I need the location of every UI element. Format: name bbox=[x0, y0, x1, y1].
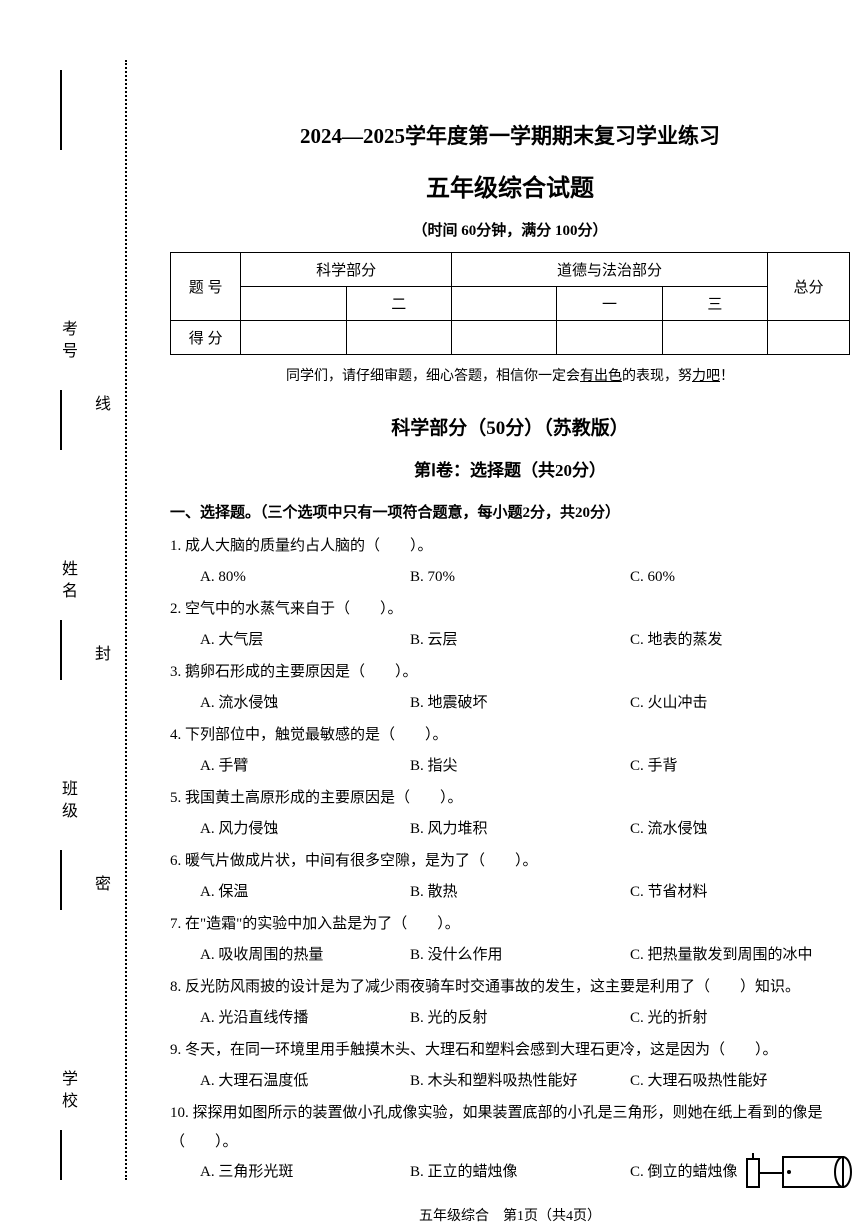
candle-device-icon bbox=[745, 1153, 855, 1191]
dash bbox=[60, 620, 64, 680]
cell: 三 bbox=[662, 287, 767, 321]
time-info: （时间 60分钟，满分 100分） bbox=[170, 219, 850, 240]
dash bbox=[60, 1130, 64, 1180]
q9-opts: A. 大理石温度低 B. 木头和塑料吸热性能好 C. 大理石吸热性能好 bbox=[170, 1067, 850, 1096]
q10-opts: A. 三角形光斑 B. 正立的蜡烛像 C. 倒立的蜡烛像 bbox=[170, 1158, 850, 1187]
q7-opts: A. 吸收周围的热量 B. 没什么作用 C. 把热量散发到周围的冰中 bbox=[170, 941, 850, 970]
opt: C. 节省材料 bbox=[630, 878, 850, 907]
cell: 得 分 bbox=[171, 321, 241, 355]
opt: C. 地表的蒸发 bbox=[630, 626, 850, 655]
encourage-text: 同学们，请仔细审题，细心答题，相信你一定会有出色的表现，努力吧！ bbox=[170, 365, 850, 385]
cell bbox=[662, 321, 767, 355]
opt: B. 指尖 bbox=[410, 752, 630, 781]
opt: B. 没什么作用 bbox=[410, 941, 630, 970]
page-footer: 五年级综合 第1页（共4页） bbox=[170, 1205, 850, 1225]
q7-stem: 7. 在"造霜"的实验中加入盐是为了（ ）。 bbox=[170, 910, 850, 939]
cell bbox=[346, 321, 451, 355]
opt: B. 风力堆积 bbox=[410, 815, 630, 844]
q1-opts: A. 80% B. 70% C. 60% bbox=[170, 563, 850, 592]
seal-feng: 封 bbox=[95, 640, 111, 664]
cell: 二 bbox=[346, 287, 451, 321]
table-row: 题 号 科学部分 道德与法治部分 总分 bbox=[171, 253, 850, 287]
q2-stem: 2. 空气中的水蒸气来自于（ ）。 bbox=[170, 595, 850, 624]
score-table: 题 号 科学部分 道德与法治部分 总分 二 一 三 得 分 bbox=[170, 252, 850, 355]
cell bbox=[451, 321, 556, 355]
cell: 一 bbox=[557, 287, 662, 321]
main-title: 2024—2025学年度第一学期期末复习学业练习 bbox=[170, 120, 850, 150]
section-title: 科学部分（50分）（苏教版） bbox=[170, 413, 850, 440]
dash bbox=[60, 390, 64, 450]
q8-stem: 8. 反光防风雨披的设计是为了减少雨夜骑车时交通事故的发生，这主要是利用了（ ）… bbox=[170, 973, 850, 1002]
q6-opts: A. 保温 B. 散热 C. 节省材料 bbox=[170, 878, 850, 907]
opt: C. 火山冲击 bbox=[630, 689, 850, 718]
opt: B. 云层 bbox=[410, 626, 630, 655]
text: ！ bbox=[720, 369, 734, 384]
opt: B. 正立的蜡烛像 bbox=[410, 1158, 630, 1187]
opt: C. 大理石吸热性能好 bbox=[630, 1067, 850, 1096]
cell: 道德与法治部分 bbox=[451, 253, 767, 287]
table-row: 二 一 三 bbox=[171, 287, 850, 321]
cell bbox=[768, 321, 850, 355]
opt: B. 地震破坏 bbox=[410, 689, 630, 718]
text: 同学们，请仔细审题，细心答题，相信你一定会 bbox=[286, 369, 580, 384]
opt: A. 大气层 bbox=[200, 626, 410, 655]
label-class: 班级 bbox=[55, 780, 79, 824]
opt: C. 光的折射 bbox=[630, 1004, 850, 1033]
opt: A. 保温 bbox=[200, 878, 410, 907]
opt: C. 把热量散发到周围的冰中 bbox=[630, 941, 850, 970]
sub-title: 五年级综合试题 bbox=[170, 168, 850, 203]
dash bbox=[60, 850, 64, 910]
opt: A. 三角形光斑 bbox=[200, 1158, 410, 1187]
opt: B. 散热 bbox=[410, 878, 630, 907]
q10-stem: 10. 探探用如图所示的装置做小孔成像实验，如果装置底部的小孔是三角形，则她在纸… bbox=[170, 1099, 850, 1156]
cell: 题 号 bbox=[171, 253, 241, 321]
text: 有出色 bbox=[580, 369, 622, 384]
opt: B. 光的反射 bbox=[410, 1004, 630, 1033]
opt: C. 60% bbox=[630, 563, 850, 592]
opt: A. 大理石温度低 bbox=[200, 1067, 410, 1096]
dash bbox=[60, 70, 64, 150]
question-group-head: 一、选择题。（三个选项中只有一项符合题意，每小题2分，共20分） bbox=[170, 501, 850, 522]
juan-title: 第Ⅰ卷：选择题（共20分） bbox=[170, 456, 850, 481]
q3-stem: 3. 鹅卵石形成的主要原因是（ ）。 bbox=[170, 658, 850, 687]
label-name: 姓名 bbox=[55, 560, 79, 604]
opt: A. 光沿直线传播 bbox=[200, 1004, 410, 1033]
cell bbox=[451, 287, 556, 321]
seal-xian: 线 bbox=[95, 390, 111, 414]
q8-opts: A. 光沿直线传播 B. 光的反射 C. 光的折射 bbox=[170, 1004, 850, 1033]
opt: A. 手臂 bbox=[200, 752, 410, 781]
opt: A. 吸收周围的热量 bbox=[200, 941, 410, 970]
opt: A. 80% bbox=[200, 563, 410, 592]
cell: 科学部分 bbox=[241, 253, 452, 287]
opt: B. 70% bbox=[410, 563, 630, 592]
dotted-line bbox=[125, 60, 127, 1180]
text: 力吧 bbox=[692, 369, 720, 384]
label-school: 学校 bbox=[55, 1070, 79, 1114]
opt: C. 手背 bbox=[630, 752, 850, 781]
binding-edge: 考号 姓名 班级 学校 密 封 线 bbox=[55, 60, 145, 1180]
opt: A. 风力侵蚀 bbox=[200, 815, 410, 844]
cell bbox=[241, 287, 346, 321]
opt: B. 木头和塑料吸热性能好 bbox=[410, 1067, 630, 1096]
q5-opts: A. 风力侵蚀 B. 风力堆积 C. 流水侵蚀 bbox=[170, 815, 850, 844]
q1-stem: 1. 成人大脑的质量约占人脑的（ ）。 bbox=[170, 532, 850, 561]
q4-stem: 4. 下列部位中，触觉最敏感的是（ ）。 bbox=[170, 721, 850, 750]
q5-stem: 5. 我国黄土高原形成的主要原因是（ ）。 bbox=[170, 784, 850, 813]
cell bbox=[241, 321, 346, 355]
q9-stem: 9. 冬天，在同一环境里用手触摸木头、大理石和塑料会感到大理石更冷，这是因为（ … bbox=[170, 1036, 850, 1065]
text: 的表现，努 bbox=[622, 369, 692, 384]
q6-stem: 6. 暖气片做成片状，中间有很多空隙，是为了（ ）。 bbox=[170, 847, 850, 876]
label-num: 考号 bbox=[55, 320, 79, 364]
q2-opts: A. 大气层 B. 云层 C. 地表的蒸发 bbox=[170, 626, 850, 655]
cell bbox=[557, 321, 662, 355]
seal-mi: 密 bbox=[95, 870, 111, 894]
cell: 总分 bbox=[768, 253, 850, 321]
q3-opts: A. 流水侵蚀 B. 地震破坏 C. 火山冲击 bbox=[170, 689, 850, 718]
opt: A. 流水侵蚀 bbox=[200, 689, 410, 718]
page-content: 2024—2025学年度第一学期期末复习学业练习 五年级综合试题 （时间 60分… bbox=[170, 120, 850, 1225]
table-row: 得 分 bbox=[171, 321, 850, 355]
q4-opts: A. 手臂 B. 指尖 C. 手背 bbox=[170, 752, 850, 781]
opt: C. 流水侵蚀 bbox=[630, 815, 850, 844]
